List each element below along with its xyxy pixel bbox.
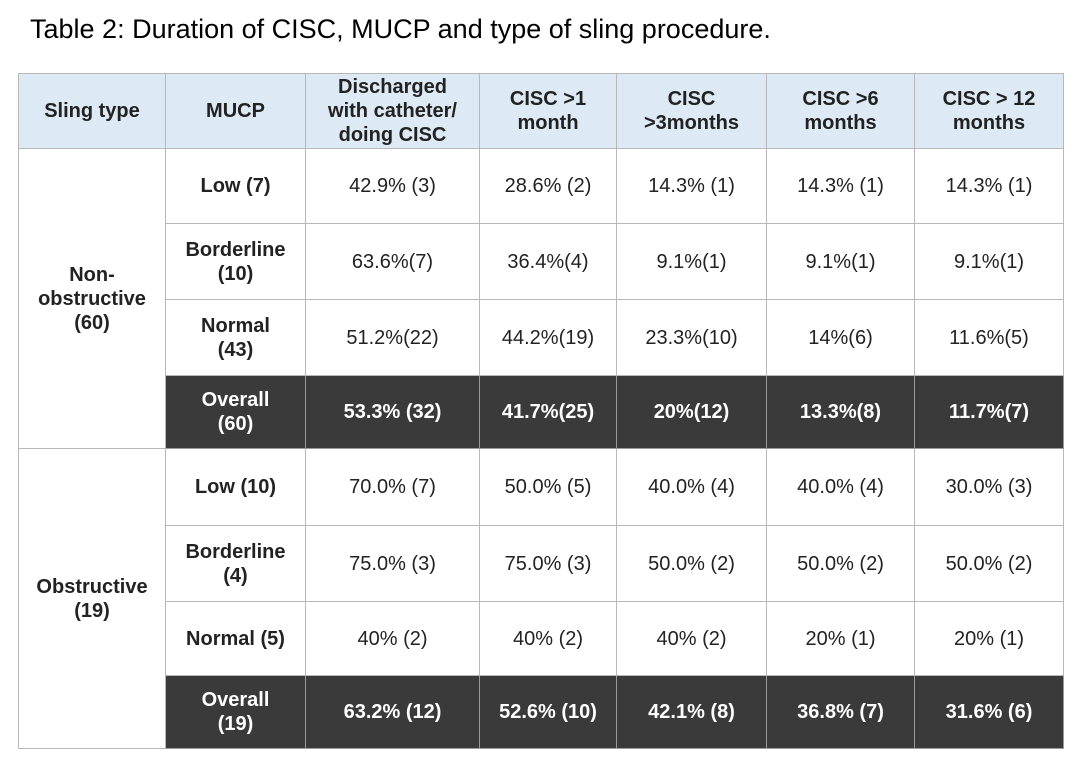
overall-value-cisc-1: 41.7%(25) xyxy=(479,375,617,449)
mucp-cell: Normal (5) xyxy=(165,601,306,676)
value-cisc-12: 20% (1) xyxy=(914,601,1064,676)
sling-type-line: obstructive xyxy=(38,287,146,310)
value-cisc-1: 44.2%(19) xyxy=(479,299,617,376)
header-cisc-3-line: >3months xyxy=(643,112,740,134)
overall-value-cisc-3: 20%(12) xyxy=(616,375,767,449)
mucp-line: Overall xyxy=(201,389,270,411)
table-row: Borderline (4) 75.0% (3) 75.0% (3) 50.0%… xyxy=(19,525,1064,602)
mucp-cell: Low (7) xyxy=(165,148,306,224)
header-cisc-1-line: month xyxy=(517,112,579,134)
value-discharged: 51.2%(22) xyxy=(305,299,480,376)
value-discharged: 63.6%(7) xyxy=(305,223,480,300)
value-cisc-6: 50.0% (2) xyxy=(766,525,915,602)
table-row: Obstructive (19) Low (10) 70.0% (7) 50.0… xyxy=(18,448,1064,749)
table-row: Non- obstructive (60) Low (7) 42.9% (3) … xyxy=(18,148,1064,449)
value-discharged: 75.0% (3) xyxy=(305,525,480,602)
overall-value-cisc-12: 11.7%(7) xyxy=(914,375,1064,449)
value-cisc-3: 40% (2) xyxy=(616,601,767,676)
value-discharged: 40% (2) xyxy=(305,601,480,676)
overall-value-cisc-3: 42.1% (8) xyxy=(616,675,767,749)
header-discharged-line: Discharged xyxy=(338,76,447,98)
table-row: Normal (43) 51.2%(22) 44.2%(19) 23.3%(10… xyxy=(19,299,1064,376)
header-mucp: MUCP xyxy=(165,73,306,149)
mucp-cell: Low (10) xyxy=(165,448,306,526)
header-discharged: Discharged with catheter/ doing CISC xyxy=(305,73,480,149)
value-cisc-3: 50.0% (2) xyxy=(616,525,767,602)
sling-type-line: Non- xyxy=(69,263,115,286)
sling-type-non-obstructive: Non- obstructive (60) xyxy=(18,148,166,449)
value-cisc-6: 20% (1) xyxy=(766,601,915,676)
mucp-line: (10) xyxy=(217,262,254,285)
value-discharged: 42.9% (3) xyxy=(305,148,480,224)
table-row: Normal (5) 40% (2) 40% (2) 40% (2) 20% (… xyxy=(19,601,1064,676)
value-cisc-6: 9.1%(1) xyxy=(766,223,915,300)
value-cisc-12: 30.0% (3) xyxy=(914,448,1064,526)
mucp-cell-overall: Overall (19) xyxy=(165,675,306,749)
header-discharged-line: doing CISC xyxy=(338,124,447,146)
table-caption: Table 2: Duration of CISC, MUCP and type… xyxy=(30,14,771,44)
value-cisc-12: 14.3% (1) xyxy=(914,148,1064,224)
mucp-line: Overall xyxy=(201,689,270,711)
overall-value-cisc-6: 36.8% (7) xyxy=(766,675,915,749)
value-discharged: 70.0% (7) xyxy=(305,448,480,526)
value-cisc-6: 14%(6) xyxy=(766,299,915,376)
mucp-line: Low (7) xyxy=(200,175,271,197)
header-cisc-3-line: CISC xyxy=(667,88,716,110)
mucp-line: (60) xyxy=(217,413,254,435)
overall-row: Overall (19) 63.2% (12) 52.6% (10) 42.1%… xyxy=(19,675,1064,749)
mucp-line: Low (10) xyxy=(194,476,277,498)
value-cisc-12: 9.1%(1) xyxy=(914,223,1064,300)
mucp-line: (19) xyxy=(217,713,254,735)
overall-value-cisc-6: 13.3%(8) xyxy=(766,375,915,449)
value-cisc-1: 50.0% (5) xyxy=(479,448,617,526)
overall-value-cisc-12: 31.6% (6) xyxy=(914,675,1064,749)
header-row: Sling type MUCP Discharged with catheter… xyxy=(18,73,1064,149)
header-cisc-12-months: CISC > 12 months xyxy=(914,73,1064,149)
value-cisc-1: 36.4%(4) xyxy=(479,223,617,300)
value-cisc-1: 75.0% (3) xyxy=(479,525,617,602)
header-cisc-6-line: CISC >6 xyxy=(802,88,879,110)
mucp-line: Normal xyxy=(201,314,270,337)
header-sling-type: Sling type xyxy=(18,73,166,149)
sling-type-line: (60) xyxy=(74,311,110,334)
value-cisc-12: 11.6%(5) xyxy=(914,299,1064,376)
overall-value-cisc-1: 52.6% (10) xyxy=(479,675,617,749)
sling-type-line: (19) xyxy=(74,599,110,622)
mucp-line: (4) xyxy=(223,564,248,587)
header-cisc-12-line: months xyxy=(952,112,1026,134)
mucp-cell: Borderline (10) xyxy=(165,223,306,300)
header-cisc-1-month: CISC >1 month xyxy=(479,73,617,149)
header-cisc-12-line: CISC > 12 xyxy=(942,88,1036,110)
overall-row: Overall (60) 53.3% (32) 41.7%(25) 20%(12… xyxy=(19,375,1064,449)
mucp-cell: Normal (43) xyxy=(165,299,306,376)
value-cisc-3: 40.0% (4) xyxy=(616,448,767,526)
header-cisc-6-line: months xyxy=(804,112,877,134)
value-cisc-3: 14.3% (1) xyxy=(616,148,767,224)
mucp-line: Borderline xyxy=(185,540,286,563)
mucp-line: Normal (5) xyxy=(186,627,285,650)
value-cisc-6: 40.0% (4) xyxy=(766,448,915,526)
value-cisc-1: 28.6% (2) xyxy=(479,148,617,224)
table-row: Borderline (10) 63.6%(7) 36.4%(4) 9.1%(1… xyxy=(19,223,1064,300)
results-table: Sling type MUCP Discharged with catheter… xyxy=(18,73,1064,749)
mucp-cell-overall: Overall (60) xyxy=(165,375,306,449)
header-cisc-6-months: CISC >6 months xyxy=(766,73,915,149)
header-cisc-1-line: CISC >1 xyxy=(509,88,587,110)
mucp-cell: Borderline (4) xyxy=(165,525,306,602)
mucp-line: Borderline xyxy=(185,238,286,261)
header-discharged-line: with catheter/ xyxy=(328,100,457,122)
mucp-line: (43) xyxy=(217,338,254,361)
value-cisc-3: 23.3%(10) xyxy=(616,299,767,376)
value-cisc-1: 40% (2) xyxy=(479,601,617,676)
value-cisc-3: 9.1%(1) xyxy=(616,223,767,300)
overall-value-discharged: 53.3% (32) xyxy=(305,375,480,449)
header-cisc-3-months: CISC >3months xyxy=(616,73,767,149)
value-cisc-6: 14.3% (1) xyxy=(766,148,915,224)
sling-type-obstructive: Obstructive (19) xyxy=(18,448,166,749)
sling-type-line: Obstructive xyxy=(36,575,148,598)
overall-value-discharged: 63.2% (12) xyxy=(305,675,480,749)
value-cisc-12: 50.0% (2) xyxy=(914,525,1064,602)
